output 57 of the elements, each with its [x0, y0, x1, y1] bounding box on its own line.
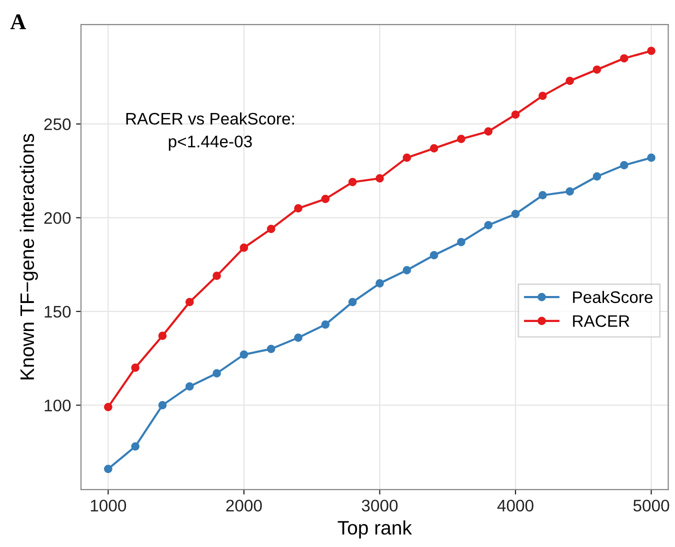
text: A [10, 14, 26, 30]
point [212, 369, 221, 378]
x-tick-label: 1000 [90, 500, 126, 512]
point [104, 402, 112, 412]
point [538, 191, 547, 200]
point [266, 224, 276, 234]
point [430, 251, 438, 260]
point [620, 54, 628, 63]
point [348, 178, 357, 186]
point [566, 76, 574, 86]
point [104, 464, 112, 474]
point [484, 127, 493, 136]
point [511, 210, 520, 218]
point [240, 350, 248, 359]
point [566, 187, 574, 196]
point [158, 401, 167, 410]
y-tick-label: 100 [44, 400, 71, 412]
point [185, 298, 194, 306]
point [376, 174, 384, 183]
legend-label: RACER [573, 315, 630, 327]
point [457, 134, 466, 144]
point [321, 194, 330, 204]
legend-label: PeakScore [573, 290, 653, 304]
y-tick-label: 150 [44, 306, 71, 318]
point [266, 344, 276, 354]
point [185, 382, 194, 391]
point [294, 334, 302, 342]
point [131, 364, 140, 372]
point [348, 298, 357, 306]
x-tick-label: 3000 [362, 500, 398, 512]
point [620, 161, 628, 170]
point [240, 244, 248, 252]
x-tick-label: 5000 [633, 500, 670, 512]
x-tick-label: 4000 [497, 500, 534, 512]
point [647, 154, 656, 162]
point [321, 320, 330, 329]
point [457, 238, 466, 246]
x-axis-title: Top rank [338, 520, 412, 539]
point [484, 221, 493, 230]
y-tick-label: 250 [44, 118, 71, 130]
point [158, 332, 167, 340]
point [538, 92, 547, 100]
point [592, 65, 602, 74]
y-axis-title: Known TF−gene interactions [20, 134, 38, 380]
point [212, 272, 221, 280]
point [592, 172, 602, 181]
y-tick-label: 200 [44, 212, 71, 224]
point [511, 110, 520, 119]
annotation: RACER vs PeakScore: p<1.44e-03 [126, 112, 294, 151]
x-tick-label: 2000 [226, 500, 262, 512]
point [376, 279, 384, 288]
point [294, 204, 302, 213]
point [402, 266, 412, 274]
point [131, 442, 140, 451]
point [647, 46, 656, 56]
point [430, 144, 438, 153]
point [402, 154, 412, 162]
